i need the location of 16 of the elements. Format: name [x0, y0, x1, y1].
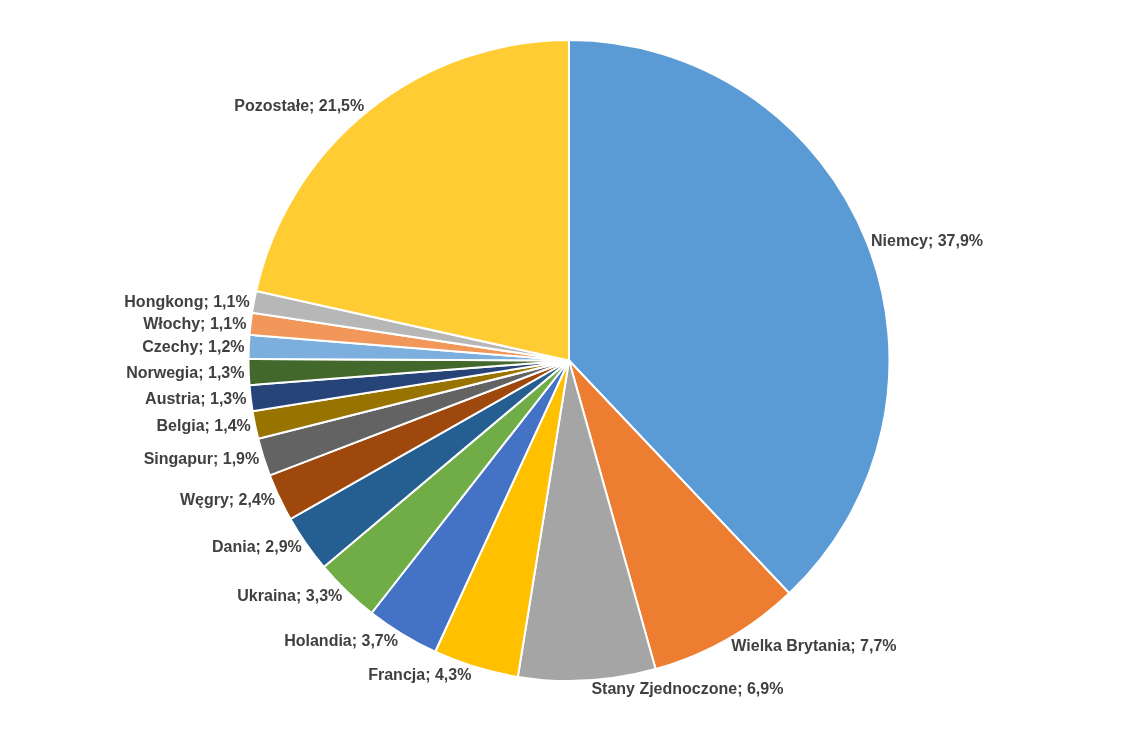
slice-label: Austria; 1,3% [145, 389, 247, 407]
slice-label: Włochy; 1,1% [143, 315, 247, 333]
slice-label: Dania; 2,9% [211, 537, 302, 555]
slice-label: Francja; 4,3% [368, 666, 472, 684]
slice-label: Węgry; 2,4% [179, 490, 276, 508]
slice-label: Hongkong; 1,1% [124, 293, 250, 311]
slice-label: Stany Zjednoczone; 6,9% [591, 680, 784, 698]
slice-label: Singapur; 1,9% [143, 449, 260, 467]
slice-label: Holandia; 3,7% [284, 631, 398, 649]
slice-label: Wielka Brytania; 7,7% [731, 637, 897, 655]
slice-label: Ukraina; 3,3% [237, 587, 343, 605]
slice-label: Niemcy; 37,9% [871, 232, 984, 250]
slice-label: Norwegia; 1,3% [126, 363, 245, 381]
slice-label: Czechy; 1,2% [142, 338, 245, 356]
slice-label: Belgia; 1,4% [156, 416, 251, 434]
slice-label: Pozostałe; 21,5% [234, 96, 365, 114]
